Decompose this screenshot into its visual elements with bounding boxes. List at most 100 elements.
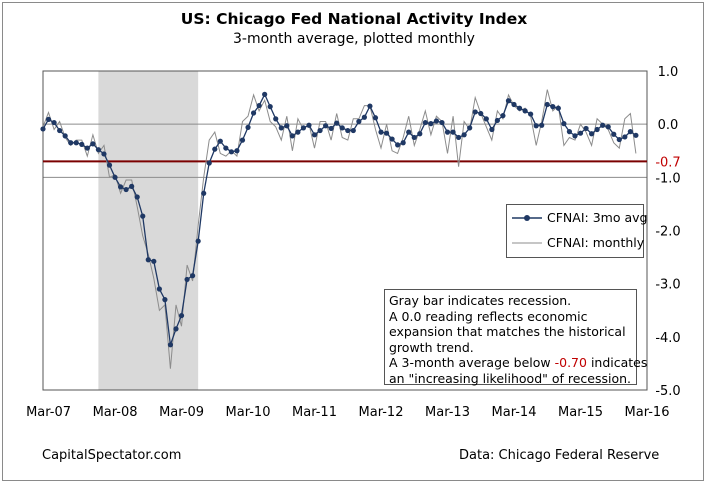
avg-point [217, 138, 223, 144]
avg-point [234, 148, 240, 154]
y-tick-label-3: -2.0 [655, 225, 680, 240]
avg-point [311, 132, 318, 138]
x-tick-label-6: Mar-13 [425, 405, 470, 420]
annotation-line-5-post: indicates [586, 355, 648, 371]
y-tick-label-4: -3.0 [655, 278, 680, 293]
legend-avg-symbol [512, 215, 542, 221]
avg-point [90, 141, 96, 147]
avg-point [212, 146, 218, 152]
avg-point [245, 124, 251, 130]
avg-point [450, 129, 456, 135]
avg-point [455, 134, 462, 141]
avg-point [572, 133, 578, 139]
avg-point [184, 276, 190, 283]
avg-point [389, 136, 395, 142]
avg-point [129, 183, 135, 189]
avg-point [627, 129, 633, 135]
avg-point [500, 113, 506, 119]
avg-point [483, 116, 489, 122]
threshold-label: -0.7 [655, 155, 680, 170]
avg-point [577, 130, 584, 136]
y-tick-label-2: -1.0 [655, 171, 680, 186]
annotation-line-5-pre: A 3-month average below [389, 355, 555, 371]
avg-point [467, 125, 473, 131]
avg-point [334, 120, 340, 126]
legend-monthly-symbol [512, 242, 542, 244]
x-tick-label-4: Mar-11 [292, 405, 337, 420]
avg-point [106, 162, 113, 168]
x-tick-label-9: Mar-16 [625, 405, 670, 420]
avg-point [522, 108, 528, 114]
avg-point [428, 121, 434, 127]
avg-point [145, 257, 151, 263]
avg-point [317, 127, 323, 134]
avg-point [361, 114, 367, 120]
avg-point [489, 126, 495, 133]
avg-point [411, 134, 417, 141]
avg-point [594, 126, 600, 133]
avg-point [444, 129, 451, 135]
avg-point [228, 149, 235, 155]
avg-point [40, 126, 46, 132]
avg-point [306, 122, 312, 128]
chart-legend: CFNAI: 3mo avg CFNAI: monthly [506, 204, 648, 258]
avg-point [622, 134, 628, 140]
y-tick-label-5: -4.0 [655, 331, 680, 346]
legend-monthly-label: CFNAI: monthly [547, 235, 645, 250]
x-tick-label-0: Mar-07 [26, 405, 71, 420]
avg-point [550, 104, 556, 110]
annotation-line-2: A 0.0 reading reflects economic [389, 308, 588, 324]
y-tick-label-6: -5.0 [655, 384, 680, 399]
footer-source-site: CapitalSpectator.com [42, 448, 182, 463]
legend-avg-label: CFNAI: 3mo avg [547, 210, 648, 225]
avg-point [616, 136, 622, 143]
avg-point [51, 119, 57, 126]
avg-point [367, 103, 373, 109]
avg-point [417, 131, 423, 137]
avg-point [539, 122, 545, 128]
avg-point [123, 186, 129, 193]
avg-point [395, 142, 401, 148]
avg-point [134, 194, 140, 200]
plot-area-border [42, 70, 648, 391]
avg-point [284, 123, 290, 129]
avg-point [167, 342, 174, 348]
avg-point [273, 116, 279, 122]
avg-point [588, 131, 595, 137]
y-tick-label-0: 1.0 [658, 65, 679, 80]
avg-point [62, 133, 68, 139]
recession-shading [98, 71, 199, 390]
avg-point [84, 145, 90, 151]
avg-point [223, 145, 229, 151]
avg-point [494, 117, 500, 124]
x-tick-label-3: Mar-10 [226, 405, 271, 420]
avg-point [400, 140, 406, 146]
x-tick-label-1: Mar-08 [93, 405, 138, 420]
avg-point [68, 140, 74, 146]
annotation-box: Gray bar indicates recession. A 0.0 read… [384, 289, 647, 386]
avg-point [162, 297, 168, 303]
avg-point [350, 127, 356, 134]
avg-point [372, 115, 379, 121]
avg-point [422, 119, 428, 126]
avg-point [528, 111, 534, 117]
avg-point [461, 132, 467, 138]
annotation-line-1: Gray bar indicates recession. [389, 293, 572, 308]
avg-point [140, 213, 146, 219]
avg-point [112, 174, 118, 180]
avg-point [45, 116, 52, 122]
avg-point [151, 258, 157, 264]
avg-point [201, 190, 207, 196]
avg-point [206, 160, 212, 166]
avg-point [600, 122, 606, 128]
legend-item-monthly: CFNAI: monthly [507, 234, 645, 254]
footer-data-source: Data: Chicago Federal Reserve [459, 448, 660, 463]
avg-point [533, 123, 539, 129]
avg-point [300, 125, 307, 131]
avg-point [511, 101, 517, 108]
avg-point [57, 127, 63, 134]
avg-point [339, 125, 345, 131]
annotation-line-4: growth trend. [389, 339, 474, 355]
chart-subtitle: 3-month average, plotted monthly [233, 31, 475, 47]
x-tick-label-8: Mar-15 [558, 405, 603, 420]
